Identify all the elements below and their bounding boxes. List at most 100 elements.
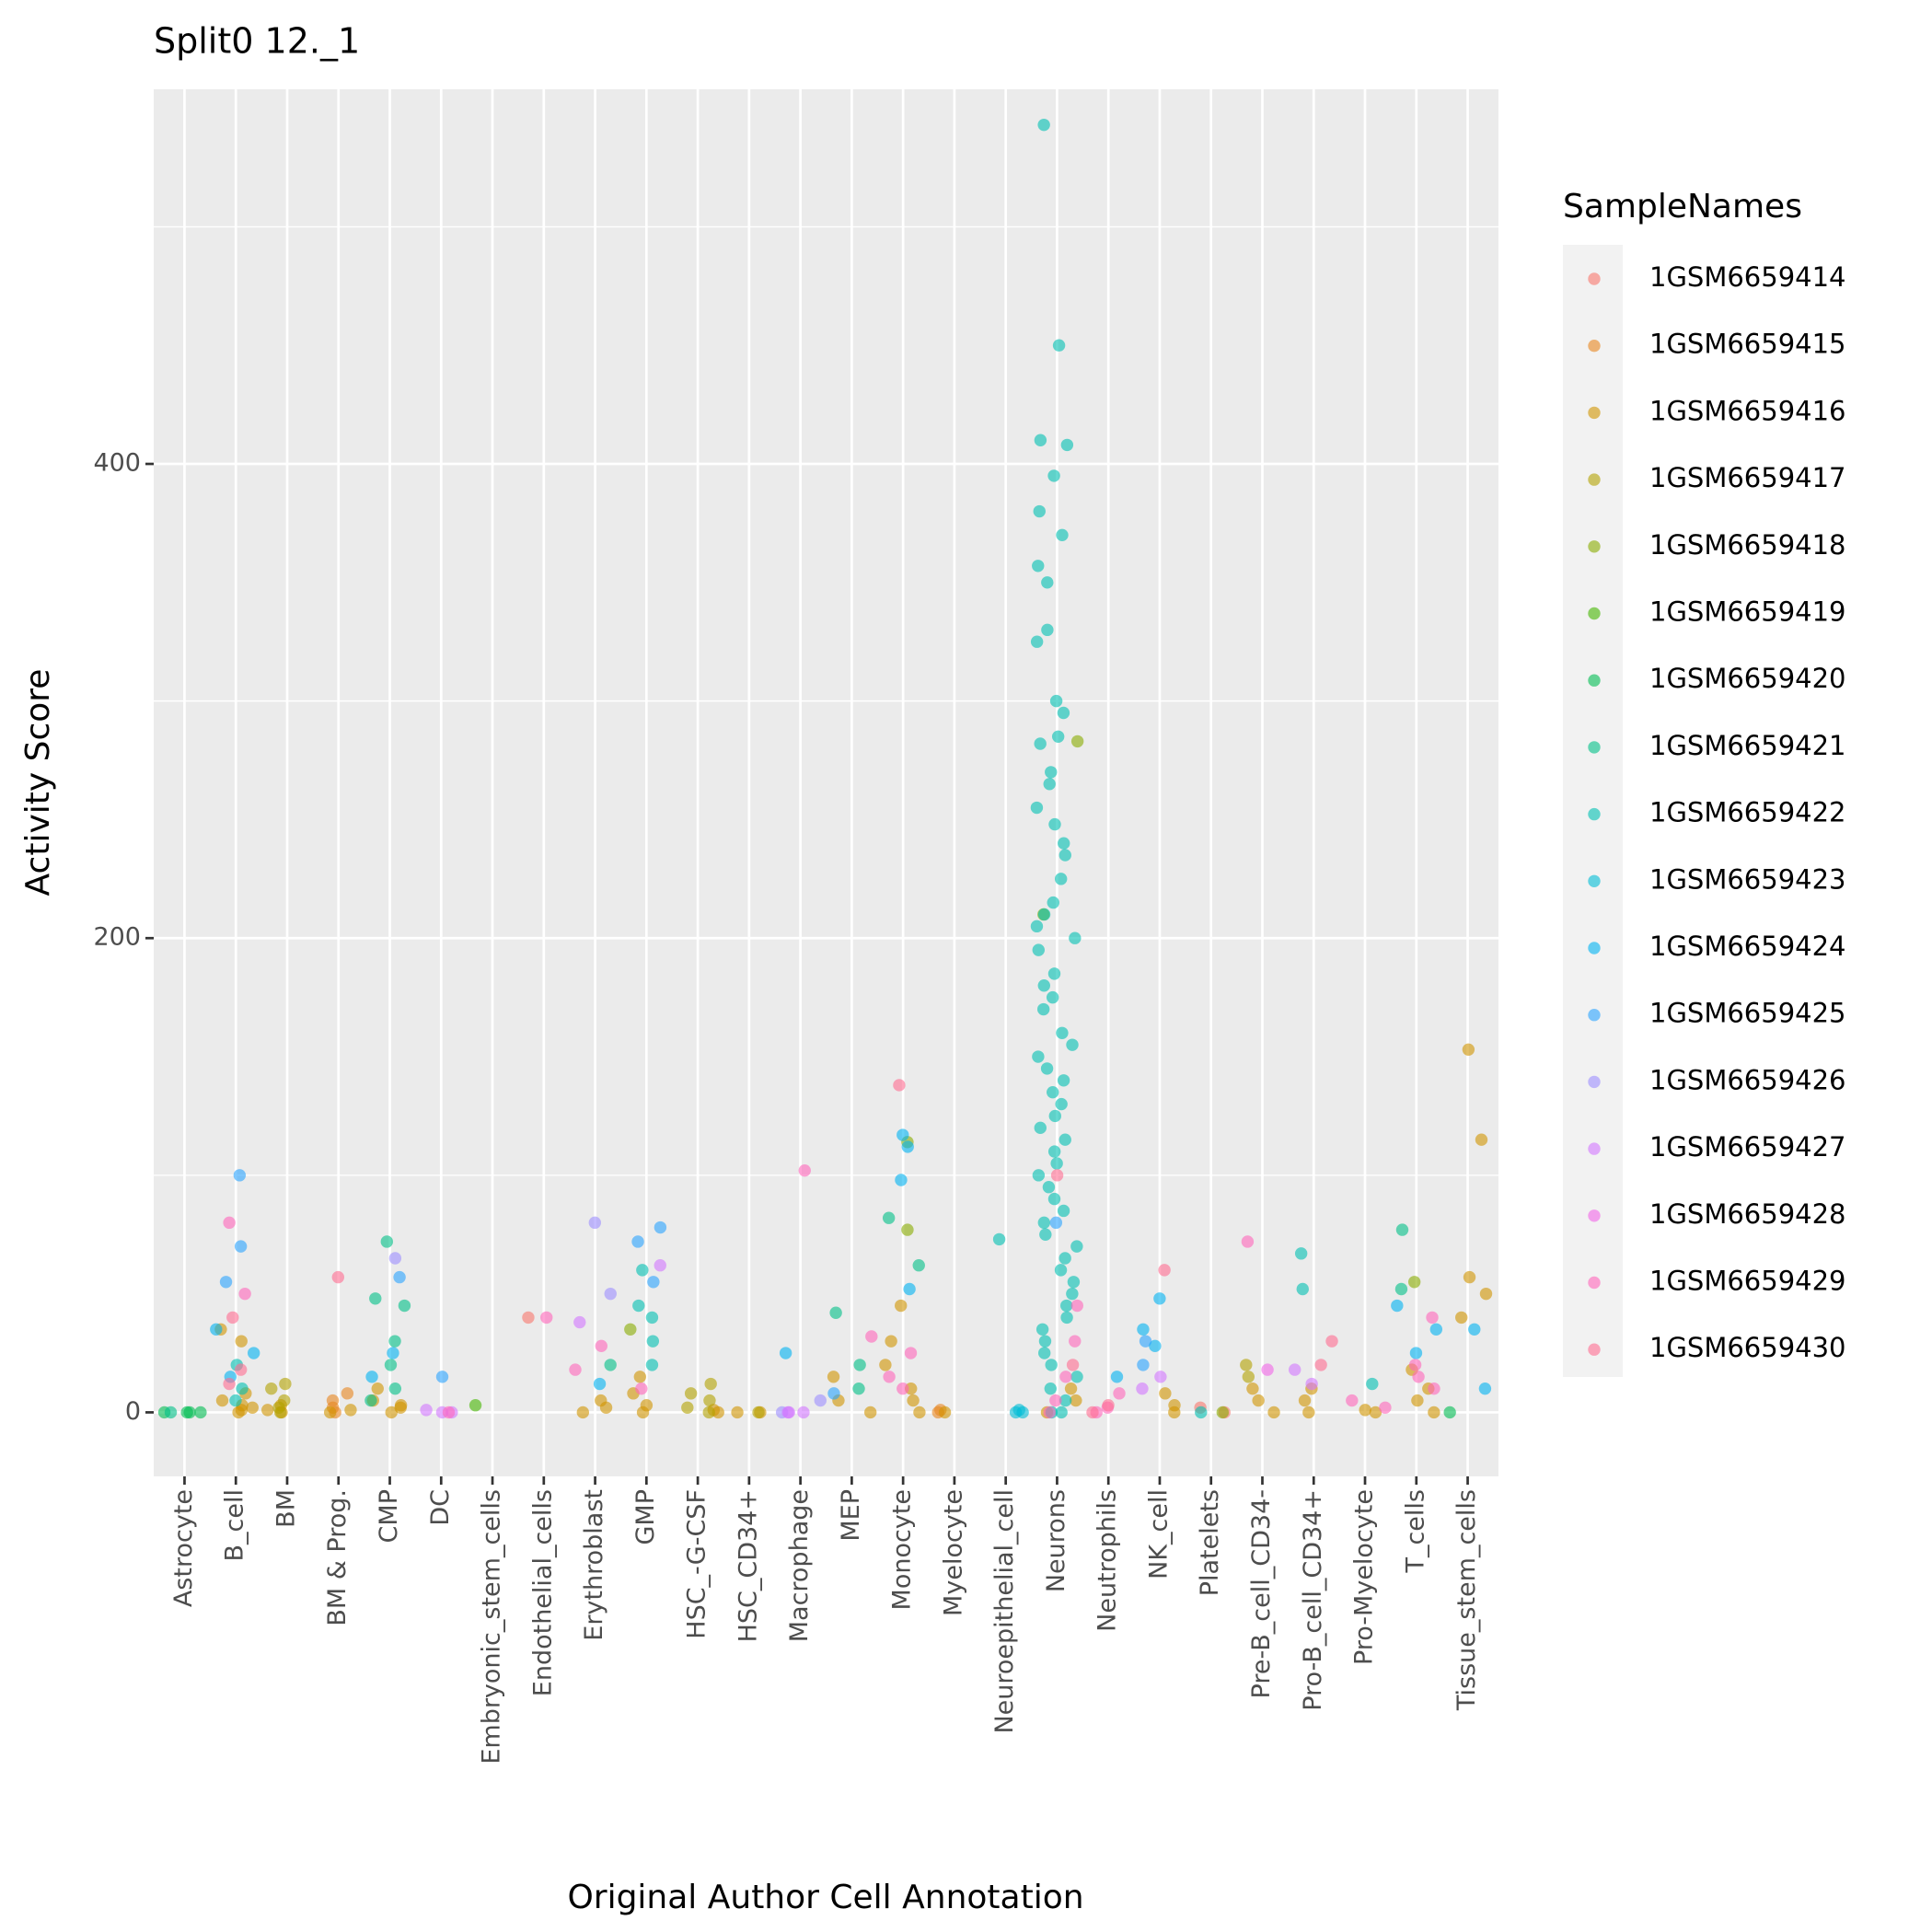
point bbox=[1060, 438, 1074, 452]
point bbox=[1032, 943, 1045, 956]
point bbox=[1159, 1387, 1172, 1400]
point bbox=[1428, 1382, 1440, 1395]
point bbox=[1037, 979, 1050, 992]
point bbox=[394, 1399, 408, 1412]
point bbox=[194, 1406, 207, 1419]
point bbox=[893, 1079, 906, 1092]
point bbox=[229, 1394, 242, 1407]
point bbox=[1468, 1323, 1481, 1336]
point bbox=[1049, 1216, 1063, 1230]
point bbox=[364, 1394, 377, 1407]
point bbox=[1041, 576, 1054, 589]
x-tick-label: MEP bbox=[837, 1489, 865, 1542]
point bbox=[1032, 560, 1045, 573]
legend-key bbox=[1588, 1009, 1601, 1022]
point bbox=[1137, 1323, 1150, 1336]
legend-key bbox=[1588, 1075, 1601, 1089]
point bbox=[829, 1306, 842, 1319]
point bbox=[1057, 706, 1070, 720]
point bbox=[387, 1347, 399, 1359]
x-tick-label: Myelocyte bbox=[939, 1489, 967, 1616]
point bbox=[365, 1371, 378, 1383]
point bbox=[1052, 339, 1066, 352]
point bbox=[1038, 1335, 1052, 1348]
legend-label: 1GSM6659414 bbox=[1649, 261, 1846, 293]
x-tick-label: BM & Prog. bbox=[323, 1489, 352, 1626]
point bbox=[1066, 1287, 1079, 1301]
point bbox=[1032, 1050, 1045, 1063]
point bbox=[633, 1371, 647, 1383]
point bbox=[380, 1235, 393, 1248]
point bbox=[385, 1406, 398, 1419]
point bbox=[522, 1311, 535, 1325]
x-tick-label: Monocyte bbox=[888, 1489, 917, 1610]
point bbox=[865, 1330, 878, 1343]
point bbox=[233, 1169, 247, 1182]
point bbox=[604, 1359, 617, 1371]
legend-label: 1GSM6659429 bbox=[1649, 1266, 1846, 1297]
point bbox=[1428, 1406, 1440, 1419]
point bbox=[1478, 1382, 1492, 1395]
point bbox=[1048, 817, 1061, 831]
point bbox=[180, 1406, 193, 1419]
point bbox=[1302, 1406, 1315, 1419]
point bbox=[901, 1140, 914, 1153]
point bbox=[1153, 1292, 1166, 1305]
point bbox=[341, 1387, 354, 1400]
point bbox=[1346, 1394, 1359, 1407]
point bbox=[879, 1359, 892, 1371]
point bbox=[1252, 1394, 1265, 1407]
point bbox=[904, 1347, 918, 1359]
point bbox=[1056, 1026, 1069, 1039]
x-tick-label: Pro-B_cell_CD34+ bbox=[1299, 1489, 1327, 1711]
point bbox=[595, 1394, 607, 1407]
point bbox=[1158, 1264, 1171, 1277]
point bbox=[236, 1382, 249, 1395]
point bbox=[384, 1359, 398, 1371]
point bbox=[1086, 1406, 1099, 1419]
point bbox=[369, 1292, 382, 1305]
legend-label: 1GSM6659419 bbox=[1649, 596, 1846, 628]
point bbox=[569, 1363, 582, 1376]
legend-key bbox=[1588, 674, 1601, 687]
point bbox=[219, 1276, 233, 1289]
x-tick-label: Neutrophils bbox=[1093, 1489, 1122, 1632]
point bbox=[882, 1211, 896, 1224]
point bbox=[588, 1216, 602, 1230]
y-axis-title: Activity Score bbox=[19, 669, 57, 897]
legend-key bbox=[1588, 741, 1601, 754]
point bbox=[640, 1399, 654, 1412]
point bbox=[897, 1382, 909, 1395]
legend-label: 1GSM6659423 bbox=[1649, 863, 1846, 895]
point bbox=[1043, 1406, 1056, 1419]
point bbox=[1037, 118, 1050, 132]
point bbox=[681, 1401, 694, 1414]
legend-key bbox=[1588, 1276, 1601, 1290]
point bbox=[827, 1371, 840, 1383]
point bbox=[1409, 1347, 1423, 1359]
legend-key bbox=[1588, 1142, 1601, 1155]
point bbox=[1110, 1371, 1124, 1383]
point bbox=[1070, 1394, 1082, 1407]
legend-key bbox=[1588, 874, 1601, 887]
point bbox=[1298, 1394, 1312, 1407]
x-tick-label: DC bbox=[426, 1489, 455, 1526]
point bbox=[903, 1282, 916, 1296]
point bbox=[238, 1287, 251, 1301]
point bbox=[636, 1264, 649, 1277]
x-tick-label: Platelets bbox=[1196, 1489, 1224, 1596]
point bbox=[604, 1287, 617, 1301]
point bbox=[912, 1259, 925, 1272]
point bbox=[1049, 694, 1063, 708]
point bbox=[593, 1377, 607, 1391]
point bbox=[1047, 1145, 1061, 1158]
point bbox=[1060, 1311, 1073, 1325]
point bbox=[1314, 1359, 1327, 1371]
point bbox=[1240, 1359, 1253, 1371]
point bbox=[885, 1335, 897, 1348]
legend-key bbox=[1588, 406, 1601, 420]
point bbox=[703, 1394, 716, 1407]
point bbox=[1058, 837, 1070, 850]
point bbox=[1136, 1382, 1149, 1395]
legend-label: 1GSM6659421 bbox=[1649, 730, 1846, 761]
